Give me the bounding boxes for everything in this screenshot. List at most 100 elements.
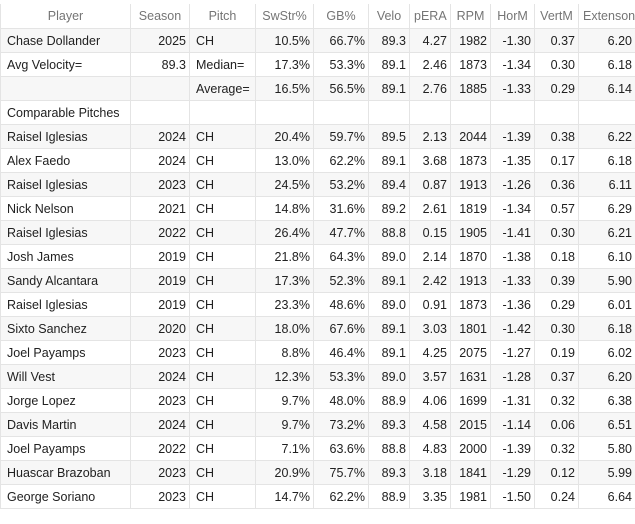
cell-horm: -1.41 bbox=[491, 221, 535, 245]
cell-pera: 0.15 bbox=[410, 221, 451, 245]
cell-horm: -1.39 bbox=[491, 125, 535, 149]
cell-rpm: 1801 bbox=[451, 317, 491, 341]
cell-velo: 89.2 bbox=[369, 197, 410, 221]
average-velo: 89.1 bbox=[369, 77, 410, 101]
empty-cell bbox=[535, 101, 579, 125]
cell-gb: 73.2% bbox=[314, 413, 369, 437]
cell-pera: 3.57 bbox=[410, 365, 451, 389]
cell-vertm: 0.06 bbox=[535, 413, 579, 437]
cell-gb: 62.2% bbox=[314, 485, 369, 509]
cell-pera: 2.61 bbox=[410, 197, 451, 221]
cell-gb: 52.3% bbox=[314, 269, 369, 293]
header-season[interactable]: Season bbox=[131, 4, 190, 29]
cell-vertm: 0.57 bbox=[535, 197, 579, 221]
average-gb: 56.5% bbox=[314, 77, 369, 101]
cell-velo: 89.0 bbox=[369, 365, 410, 389]
cell-pitch: CH bbox=[190, 365, 256, 389]
cell-swstr: 10.5% bbox=[256, 29, 314, 53]
header-velo[interactable]: Velo bbox=[369, 4, 410, 29]
cell-rpm: 2015 bbox=[451, 413, 491, 437]
cell-velo: 89.1 bbox=[369, 149, 410, 173]
cell-gb: 63.6% bbox=[314, 437, 369, 461]
average-extension: 6.14 bbox=[579, 77, 635, 101]
header-gb[interactable]: GB% bbox=[314, 4, 369, 29]
cell-horm: -1.36 bbox=[491, 293, 535, 317]
cell-extension: 6.21 bbox=[579, 221, 635, 245]
cell-pitch: CH bbox=[190, 173, 256, 197]
header-pera[interactable]: pERA bbox=[410, 4, 451, 29]
cell-vertm: 0.37 bbox=[535, 29, 579, 53]
cell-velo: 89.4 bbox=[369, 173, 410, 197]
header-swstr[interactable]: SwStr% bbox=[256, 4, 314, 29]
cell-gb: 53.3% bbox=[314, 365, 369, 389]
cell-extension: 6.11 bbox=[579, 173, 635, 197]
cell-vertm: 0.24 bbox=[535, 485, 579, 509]
median-label: Median= bbox=[190, 53, 256, 77]
cell-velo: 88.8 bbox=[369, 437, 410, 461]
cell-rpm: 2044 bbox=[451, 125, 491, 149]
cell-season: 2024 bbox=[131, 149, 190, 173]
empty-cell bbox=[369, 101, 410, 125]
avg-velocity-value: 89.3 bbox=[131, 53, 190, 77]
header-extension[interactable]: Extenson bbox=[579, 4, 635, 29]
cell-horm: -1.38 bbox=[491, 245, 535, 269]
cell-horm: -1.29 bbox=[491, 461, 535, 485]
median-pera: 2.46 bbox=[410, 53, 451, 77]
cell-vertm: 0.30 bbox=[535, 221, 579, 245]
cell-rpm: 1981 bbox=[451, 485, 491, 509]
cell-pitch: CH bbox=[190, 389, 256, 413]
median-extension: 6.18 bbox=[579, 53, 635, 77]
cell-swstr: 18.0% bbox=[256, 317, 314, 341]
median-vertm: 0.30 bbox=[535, 53, 579, 77]
header-player[interactable]: Player bbox=[1, 4, 131, 29]
cell-swstr: 12.3% bbox=[256, 365, 314, 389]
cell-horm: -1.33 bbox=[491, 269, 535, 293]
cell-swstr: 14.7% bbox=[256, 485, 314, 509]
cell-swstr: 7.1% bbox=[256, 437, 314, 461]
average-row: Average= 16.5% 56.5% 89.1 2.76 1885 -1.3… bbox=[1, 77, 635, 101]
header-vertm[interactable]: VertM bbox=[535, 4, 579, 29]
cell-pitch: CH bbox=[190, 245, 256, 269]
header-rpm[interactable]: RPM bbox=[451, 4, 491, 29]
cell-player: Will Vest bbox=[1, 365, 131, 389]
cell-swstr: 20.4% bbox=[256, 125, 314, 149]
cell-season: 2023 bbox=[131, 485, 190, 509]
median-horm: -1.34 bbox=[491, 53, 535, 77]
cell-vertm: 0.37 bbox=[535, 365, 579, 389]
cell-player: Raisel Iglesias bbox=[1, 173, 131, 197]
cell-velo: 88.9 bbox=[369, 485, 410, 509]
cell-rpm: 1699 bbox=[451, 389, 491, 413]
cell-gb: 46.4% bbox=[314, 341, 369, 365]
cell-player: Josh James bbox=[1, 245, 131, 269]
cell-season: 2019 bbox=[131, 245, 190, 269]
cell-gb: 67.6% bbox=[314, 317, 369, 341]
cell-rpm: 1905 bbox=[451, 221, 491, 245]
header-horm[interactable]: HorM bbox=[491, 4, 535, 29]
cell-swstr: 24.5% bbox=[256, 173, 314, 197]
cell-vertm: 0.18 bbox=[535, 245, 579, 269]
cell-vertm: 0.38 bbox=[535, 125, 579, 149]
cell-swstr: 9.7% bbox=[256, 413, 314, 437]
average-rpm: 1885 bbox=[451, 77, 491, 101]
cell-season: 2021 bbox=[131, 197, 190, 221]
cell-season: 2024 bbox=[131, 365, 190, 389]
cell-swstr: 20.9% bbox=[256, 461, 314, 485]
median-rpm: 1873 bbox=[451, 53, 491, 77]
cell-pera: 4.83 bbox=[410, 437, 451, 461]
header-pitch[interactable]: Pitch bbox=[190, 4, 256, 29]
cell-pitch: CH bbox=[190, 317, 256, 341]
cell-vertm: 0.30 bbox=[535, 317, 579, 341]
cell-player: Davis Martin bbox=[1, 413, 131, 437]
cell-pera: 3.03 bbox=[410, 317, 451, 341]
cell-player: Joel Payamps bbox=[1, 437, 131, 461]
cell-season: 2023 bbox=[131, 461, 190, 485]
cell-season: 2024 bbox=[131, 125, 190, 149]
average-swstr: 16.5% bbox=[256, 77, 314, 101]
cell-season: 2022 bbox=[131, 221, 190, 245]
empty-cell bbox=[491, 101, 535, 125]
